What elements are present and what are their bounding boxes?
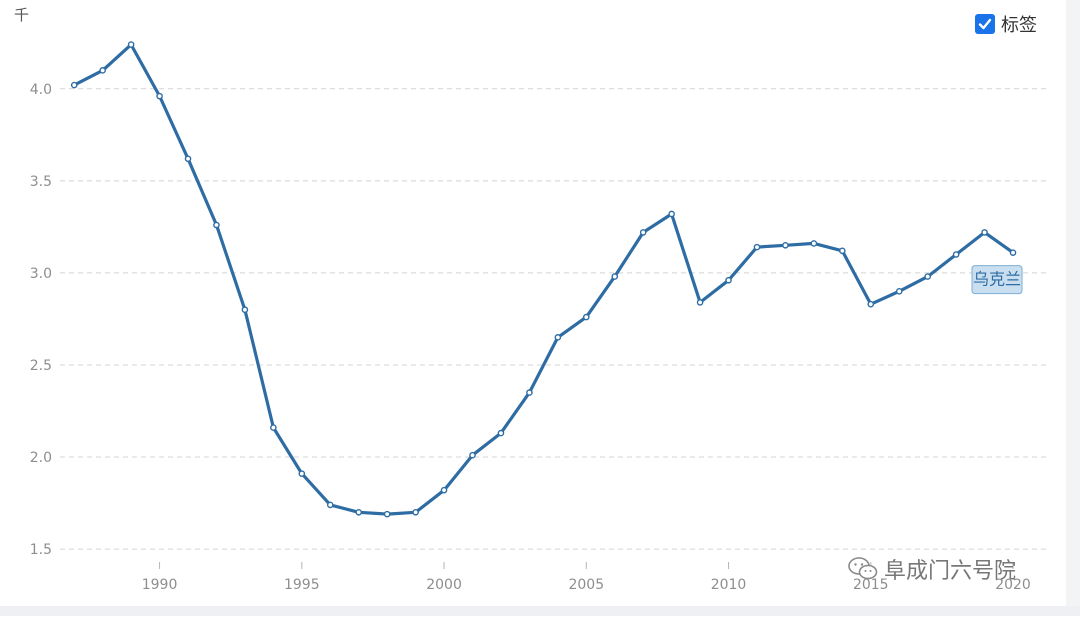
y-tick-label: 2.5 — [30, 358, 52, 374]
data-point[interactable] — [639, 229, 647, 236]
bottom-gutter — [0, 606, 1080, 616]
data-point[interactable] — [469, 451, 476, 459]
data-point[interactable] — [298, 470, 306, 477]
x-tick-label: 2005 — [568, 577, 604, 593]
data-point[interactable] — [867, 300, 875, 308]
checkbox-checked-icon[interactable] — [975, 14, 995, 34]
data-point[interactable] — [810, 240, 818, 247]
data-point[interactable] — [782, 241, 789, 249]
series-end-label: 乌克兰 — [971, 265, 1023, 295]
x-tick-label: 2000 — [426, 577, 462, 593]
x-tick-label: 2015 — [853, 577, 889, 593]
x-tick-label: 1990 — [142, 577, 178, 593]
y-axis-ticks: 1.5 2.0 2.5 3.0 3.5 4.0 — [30, 82, 52, 558]
data-point[interactable] — [127, 41, 135, 48]
data-point[interactable] — [99, 67, 106, 74]
data-point[interactable] — [526, 389, 533, 396]
data-point[interactable] — [412, 508, 419, 516]
wechat-icon — [848, 557, 878, 580]
y-tick-label: 1.5 — [30, 542, 52, 558]
data-point[interactable] — [554, 334, 562, 341]
data-point[interactable] — [213, 221, 220, 229]
data-point[interactable] — [355, 508, 363, 516]
gridlines — [60, 88, 1050, 550]
x-tick-label: 1995 — [284, 577, 320, 593]
data-point[interactable] — [952, 251, 960, 258]
scroll-gutter — [1066, 0, 1080, 616]
series-layer — [70, 41, 1017, 518]
watermark-text: 阜成门六号院 — [884, 559, 1017, 584]
data-point[interactable] — [924, 273, 931, 280]
data-point[interactable] — [981, 229, 988, 236]
y-tick-label: 2.0 — [30, 450, 52, 466]
data-point[interactable] — [184, 155, 192, 163]
data-point[interactable] — [895, 288, 903, 295]
data-point[interactable] — [70, 81, 78, 89]
series-label-box — [971, 265, 1023, 295]
series-label-text: 乌克兰 — [973, 270, 1021, 289]
y-tick-label: 3.0 — [30, 266, 52, 282]
data-point[interactable] — [753, 243, 761, 251]
data-point[interactable] — [440, 486, 448, 494]
data-point[interactable] — [497, 429, 505, 437]
x-axis-ticks: 1990 1995 2000 2005 2010 2015 2020 — [142, 562, 1031, 593]
data-point[interactable] — [839, 247, 846, 255]
data-point[interactable] — [725, 276, 732, 284]
y-axis-unit: 千 — [14, 6, 30, 24]
x-tick-label: 2010 — [711, 577, 747, 593]
data-point[interactable] — [696, 299, 704, 306]
series-line — [72, 42, 1015, 516]
data-point[interactable] — [241, 306, 249, 314]
data-point[interactable] — [582, 313, 590, 321]
data-point[interactable] — [668, 210, 675, 218]
data-point[interactable] — [326, 501, 334, 509]
label-toggle-text[interactable]: 标签 — [1001, 15, 1037, 36]
data-point[interactable] — [383, 510, 391, 518]
label-toggle[interactable]: 标签 — [975, 11, 1037, 37]
watermark: 阜成门六号院 — [848, 553, 1016, 585]
y-tick-label: 3.5 — [30, 174, 52, 190]
data-point[interactable] — [270, 424, 277, 431]
data-point[interactable] — [156, 92, 163, 100]
y-tick-label: 4.0 — [30, 82, 52, 98]
data-point[interactable] — [611, 273, 619, 280]
x-tick-label: 2020 — [995, 577, 1031, 593]
data-point[interactable] — [1009, 249, 1017, 256]
